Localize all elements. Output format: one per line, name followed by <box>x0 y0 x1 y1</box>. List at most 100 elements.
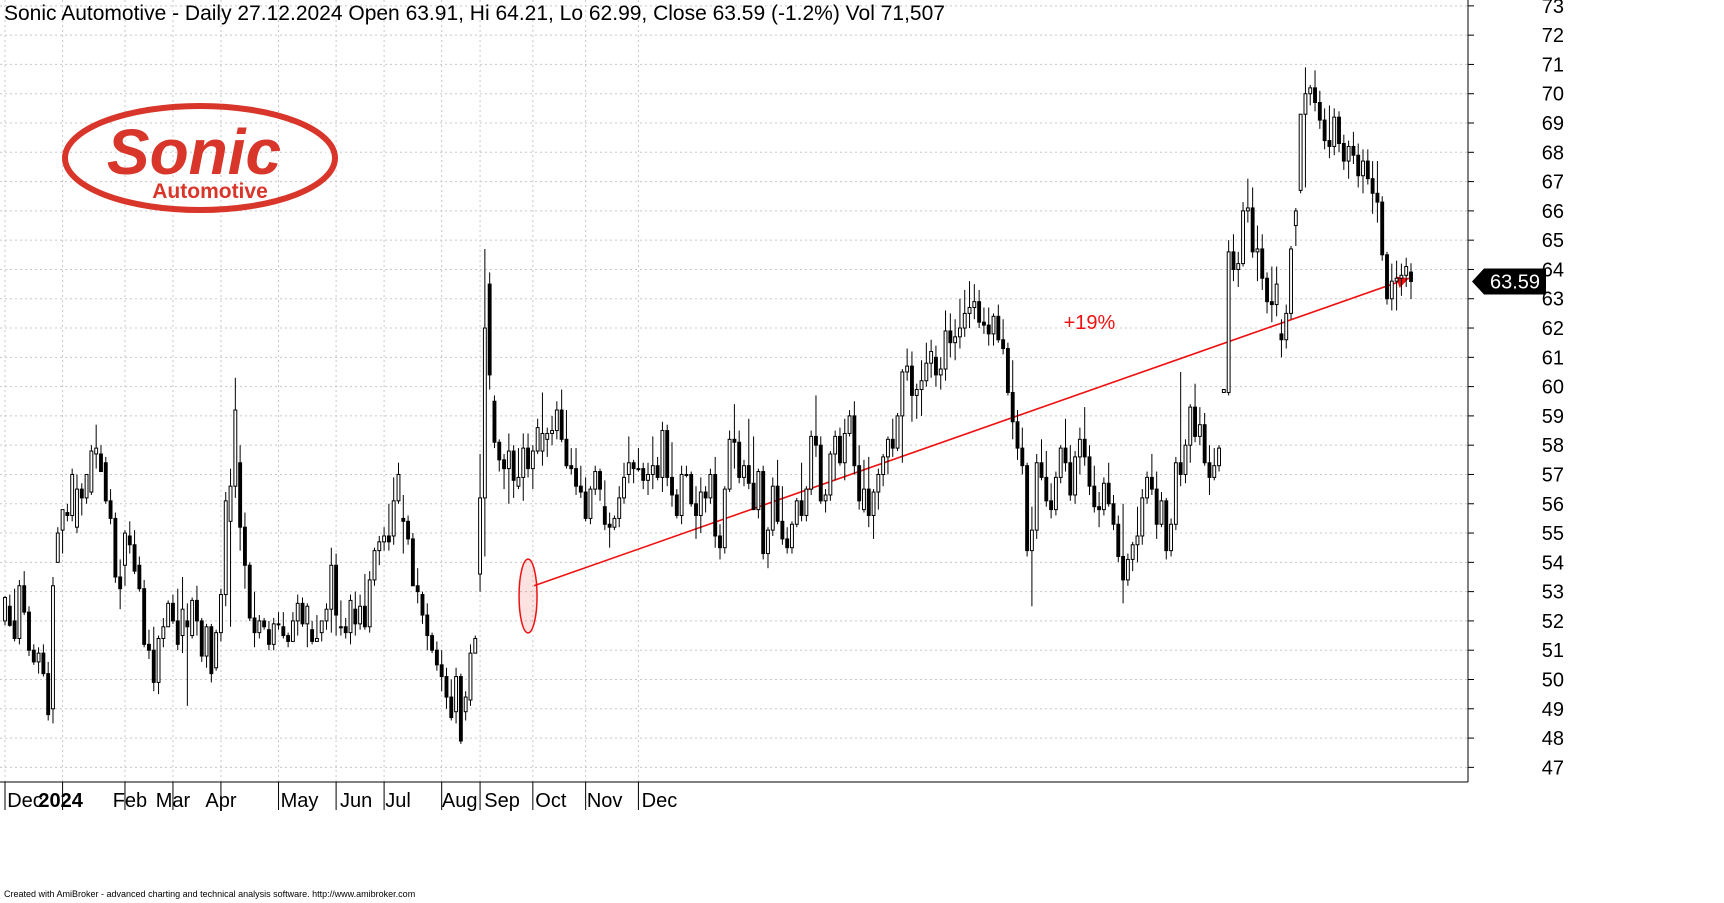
candle-body <box>60 509 65 531</box>
candle <box>233 377 238 498</box>
month-label: Oct <box>535 790 567 812</box>
candle-body <box>233 409 238 487</box>
candle-body <box>1130 544 1135 560</box>
candle-body <box>1173 462 1178 525</box>
candle <box>1125 553 1130 586</box>
candle <box>727 430 732 493</box>
candle-body <box>252 617 257 634</box>
candle-body <box>809 435 814 490</box>
candle-body <box>348 599 353 634</box>
price-tick-label: 48 <box>1542 728 1564 750</box>
candle <box>70 468 75 522</box>
month-label: May <box>281 790 319 812</box>
candle <box>60 509 65 554</box>
candle <box>1313 70 1317 112</box>
candle-body <box>247 564 252 619</box>
candle-body <box>804 488 809 516</box>
candle-body <box>1097 506 1102 511</box>
candle <box>842 418 847 481</box>
candle <box>190 597 195 639</box>
price-tick-label: 71 <box>1542 54 1564 76</box>
candle-body <box>694 503 698 516</box>
candle <box>7 594 12 627</box>
candle-body <box>578 485 583 493</box>
candle-body <box>1087 456 1092 487</box>
candle <box>89 445 94 495</box>
candle-body <box>727 438 732 490</box>
candle-body <box>497 441 502 461</box>
candle-body <box>286 635 291 642</box>
candle-body <box>99 453 103 473</box>
candle-body <box>948 330 953 344</box>
candle <box>238 445 243 551</box>
candle <box>933 345 938 387</box>
candle <box>866 456 871 528</box>
candle <box>103 456 108 504</box>
candle <box>55 527 60 563</box>
candle-body <box>828 453 833 496</box>
candle-body <box>132 544 137 572</box>
candle <box>1178 371 1183 487</box>
candle <box>1044 451 1049 507</box>
candle <box>1087 445 1092 495</box>
candle <box>415 568 420 604</box>
candle <box>1183 439 1188 484</box>
candle <box>622 462 626 504</box>
candle <box>526 433 530 478</box>
candle-body <box>1346 145 1351 162</box>
candle <box>775 459 780 525</box>
candle-body <box>94 447 99 455</box>
candle-body <box>516 476 521 487</box>
candle <box>914 383 919 419</box>
candle-body <box>482 327 487 499</box>
candle-body <box>818 444 823 502</box>
candle <box>382 527 387 551</box>
candle <box>247 562 252 621</box>
month-label: 2024 <box>38 790 83 812</box>
candle-body <box>89 450 94 493</box>
candle-body <box>31 649 36 663</box>
candle <box>972 284 977 320</box>
candle-body <box>1308 87 1313 95</box>
candle <box>540 392 545 466</box>
candle <box>319 620 324 642</box>
candle-body <box>319 620 324 634</box>
candle <box>75 474 79 534</box>
candle <box>857 445 862 510</box>
candle <box>1322 108 1327 150</box>
candle <box>1049 483 1054 519</box>
candle <box>1409 263 1413 300</box>
candle-body <box>933 356 938 376</box>
candle-body <box>530 450 535 470</box>
month-label: Dec <box>7 790 43 812</box>
candle <box>1001 319 1006 355</box>
candle <box>242 512 247 589</box>
candle <box>1221 389 1226 393</box>
candle-body <box>871 491 876 516</box>
candle-body <box>1361 160 1365 177</box>
candle <box>785 527 790 554</box>
candle-body <box>1337 116 1341 145</box>
candle-body <box>1197 424 1202 437</box>
candle <box>1034 453 1039 539</box>
candle-body <box>367 579 372 628</box>
candle-body <box>1145 476 1150 499</box>
candle-body <box>358 605 363 625</box>
candle <box>905 348 910 381</box>
candle-body <box>223 500 228 596</box>
candle <box>1135 506 1140 563</box>
candle-body <box>434 649 439 666</box>
candle <box>1226 240 1231 396</box>
candle-body <box>996 315 1001 341</box>
candle-body <box>742 465 746 478</box>
candle-body <box>314 637 319 642</box>
candle <box>833 430 838 481</box>
candle-body <box>986 324 991 335</box>
candle <box>439 650 444 692</box>
candle-body <box>1039 462 1044 478</box>
candle-body <box>27 611 31 651</box>
candle <box>1389 263 1394 311</box>
candle-body <box>1005 348 1010 393</box>
candle <box>1231 234 1236 282</box>
candle <box>199 617 204 662</box>
